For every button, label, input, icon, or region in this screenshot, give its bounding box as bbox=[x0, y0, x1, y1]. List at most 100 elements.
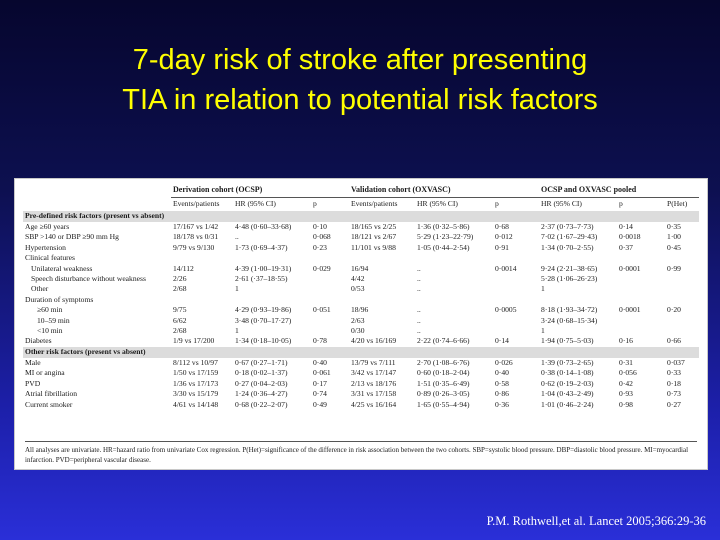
row-label: Hypertension bbox=[25, 242, 66, 252]
table-cell: 0·20 bbox=[667, 305, 681, 315]
section-label: Other risk factors (present vs absent) bbox=[23, 346, 700, 358]
table-cell: 0·49 bbox=[313, 399, 327, 409]
table-cell: 1 bbox=[541, 284, 545, 294]
table-cell: 0·27 (0·04–2·03) bbox=[235, 378, 288, 388]
row-label: ≥60 min bbox=[37, 305, 63, 315]
table-cell: .. bbox=[417, 315, 421, 325]
group-oxvasc: Validation cohort (OXVASC) bbox=[351, 184, 451, 194]
row-label: Duration of symptoms bbox=[25, 294, 94, 304]
table-cell: 3/42 vs 17/147 bbox=[351, 368, 397, 378]
table-cell: 0·40 bbox=[313, 357, 327, 367]
table-row: PVD 1/36 vs 17/173 0·27 (0·04–2·03) 0·17 2/1… bbox=[23, 379, 699, 389]
table-cell: 0·23 bbox=[313, 242, 327, 252]
table-row: MI or angina 1/50 vs 17/159 0·18 (0·02–1·3… bbox=[23, 368, 699, 378]
table-cell: 1·36 (0·32–5·86) bbox=[417, 222, 470, 231]
table-cell: 1/50 vs 17/159 bbox=[173, 368, 219, 378]
row-label: Male bbox=[25, 357, 41, 367]
table-cell: 0·14 bbox=[495, 336, 509, 346]
table-cell: 0·029 bbox=[313, 263, 331, 273]
table-cell: 0·40 bbox=[495, 368, 509, 378]
table-cell: .. bbox=[417, 284, 421, 294]
table-cell: 18/178 vs 0/31 bbox=[173, 232, 219, 242]
table-cell: 5·28 (1·06–26·23) bbox=[541, 274, 598, 284]
slide-title: 7-day risk of stroke after presenting TI… bbox=[0, 40, 720, 120]
table-cell: 3·24 (0·68–15·34) bbox=[541, 315, 598, 325]
table-cell: 18/96 bbox=[351, 305, 369, 315]
table-cell: 4/20 vs 16/169 bbox=[351, 336, 397, 346]
table-row: 10–59 min 6/62 3·48 (0·70–17·27) 2/63.. 3·24… bbox=[23, 316, 699, 326]
table-cell: 2/13 vs 18/176 bbox=[351, 378, 397, 388]
table-cell: 17/167 vs 1/42 bbox=[173, 222, 219, 231]
table-cell: 0·36 bbox=[495, 399, 509, 409]
table-row: Male 8/112 vs 10/97 0·67 (0·27–1·71) 0·40 13… bbox=[23, 358, 699, 368]
col-hr: HR (95% CI) bbox=[233, 197, 311, 211]
table-cell: 7·02 (1·67–29·43) bbox=[541, 232, 598, 242]
table-cell: 1·24 (0·36–4·27) bbox=[235, 389, 288, 399]
table-cell: 1·51 (0·35–6·49) bbox=[417, 378, 470, 388]
table-cell bbox=[311, 316, 349, 326]
table-cell: 0·93 bbox=[619, 389, 633, 399]
table-cell bbox=[617, 326, 665, 336]
table-cell bbox=[233, 253, 311, 263]
col-p: p bbox=[617, 197, 666, 211]
row-label: Clinical features bbox=[25, 253, 75, 263]
table-cell: 1·00 bbox=[667, 232, 681, 242]
table-cell: 4/25 vs 16/164 bbox=[351, 399, 397, 409]
row-label: Diabetes bbox=[25, 336, 52, 346]
table-cell: 0·27 bbox=[667, 399, 681, 409]
table-cell: 4·39 (1·00–19·31) bbox=[235, 263, 292, 273]
table-cell bbox=[171, 295, 233, 305]
table-footnote: All analyses are univariate. HR=hazard r… bbox=[25, 441, 697, 465]
row-label: Other bbox=[31, 284, 49, 294]
table-cell: 18/165 vs 2/25 bbox=[351, 222, 397, 231]
table-cell bbox=[349, 253, 415, 263]
table-cell: 0·62 (0·19–2·03) bbox=[541, 378, 594, 388]
table-cell: 3/31 vs 17/158 bbox=[351, 389, 397, 399]
table-cell bbox=[493, 326, 539, 336]
table-cell: 0·33 bbox=[667, 368, 681, 378]
table-cell: 0·68 bbox=[495, 222, 509, 231]
table-cell: 9/75 bbox=[173, 305, 187, 315]
table-cell bbox=[233, 295, 311, 305]
table-cell: 6/62 bbox=[173, 315, 187, 325]
table-cell: 8/112 vs 10/97 bbox=[173, 357, 218, 367]
table-cell: 2/63 bbox=[351, 315, 365, 325]
table-cell bbox=[617, 253, 665, 263]
table-cell: 0·012 bbox=[495, 232, 513, 242]
table-cell: 0·67 (0·27–1·71) bbox=[235, 357, 288, 367]
table-row: Other 2/68 1 0/53.. 1 bbox=[23, 284, 699, 294]
table-cell: 0·14 bbox=[619, 222, 633, 231]
table-cell: 0·0018 bbox=[619, 232, 641, 242]
table-cell: 0·051 bbox=[313, 305, 331, 315]
table-cell: 4/42 bbox=[351, 274, 365, 284]
table-cell bbox=[539, 253, 617, 263]
table-cell: 0/30 bbox=[351, 326, 365, 336]
row-label: Speech disturbance without weakness bbox=[31, 274, 146, 284]
table-cell: 0·061 bbox=[313, 368, 331, 378]
risk-factor-table-image: Derivation cohort (OCSP) Validation coho… bbox=[14, 178, 708, 470]
table-cell: 1/36 vs 17/173 bbox=[173, 378, 219, 388]
table-cell: 14/112 bbox=[173, 263, 194, 273]
table-cell: 1 bbox=[235, 284, 239, 294]
table-row: <10 min 2/68 1 0/30.. 1 bbox=[23, 326, 699, 336]
table-cell: 0·037 bbox=[667, 357, 685, 367]
row-label: Atrial fibrillation bbox=[25, 389, 78, 399]
table-cell bbox=[617, 316, 665, 326]
table-cell bbox=[665, 326, 699, 336]
table-row: Hypertension 9/79 vs 9/130 1·73 (0·69–4·37… bbox=[23, 243, 699, 253]
table-row: Current smoker 4/61 vs 14/148 0·68 (0·22–2… bbox=[23, 400, 699, 410]
table-cell: 0·58 bbox=[495, 378, 509, 388]
table-cell: 1·39 (0·73–2·65) bbox=[541, 357, 594, 367]
table-cell: 11/101 vs 9/88 bbox=[351, 242, 396, 252]
table-cell: 0·68 (0·22–2·07) bbox=[235, 399, 288, 409]
table-cell bbox=[311, 295, 349, 305]
table-row: Speech disturbance without weakness 2/26 2… bbox=[23, 274, 699, 284]
col-phet: P(Het) bbox=[665, 197, 700, 211]
table-cell: 0·38 (0·14–1·08) bbox=[541, 368, 594, 378]
row-label: Unilateral weakness bbox=[31, 263, 93, 273]
table-cell bbox=[617, 295, 665, 305]
table-row: ≥60 min 9/75 4·29 (0·93–19·86) 0·051 18/96..… bbox=[23, 305, 699, 315]
table-row: Clinical features bbox=[23, 253, 699, 263]
table-cell: 9/79 vs 9/130 bbox=[173, 242, 215, 252]
row-label: PVD bbox=[25, 378, 41, 388]
